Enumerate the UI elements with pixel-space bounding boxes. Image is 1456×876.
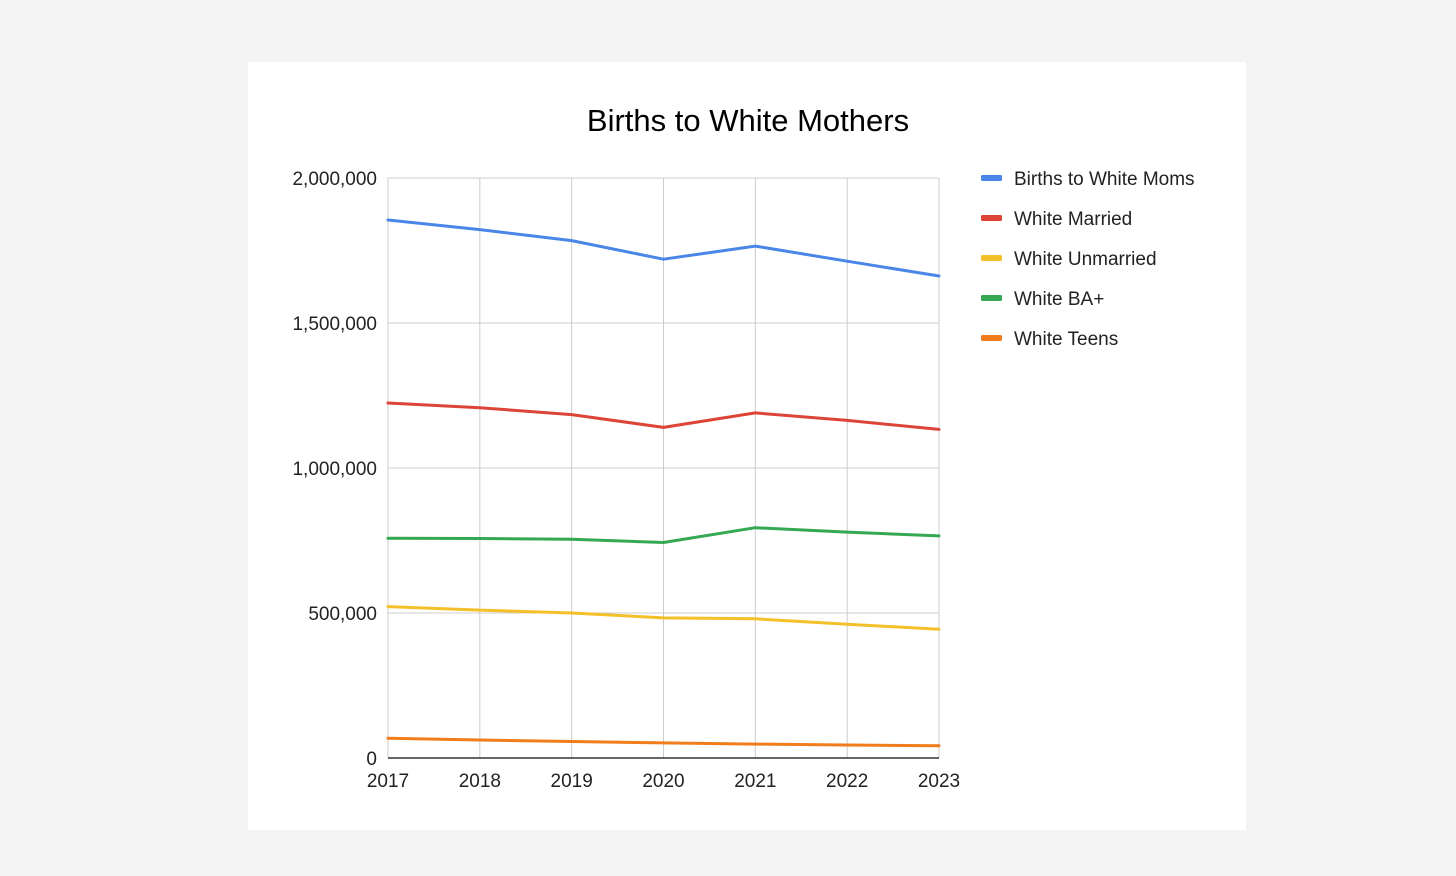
x-tick-label: 2017 [367, 771, 409, 792]
series-line [386, 401, 941, 431]
chart-title: Births to White Mothers [587, 103, 909, 138]
legend-swatch [981, 295, 1002, 301]
y-tick-label: 0 [366, 749, 377, 770]
x-tick-label: 2020 [642, 771, 684, 792]
legend-label: White Unmarried [1014, 249, 1157, 270]
series-line [386, 218, 941, 278]
legend-swatch [981, 175, 1002, 181]
chart-card [248, 62, 1246, 830]
legend-swatch [981, 255, 1002, 261]
y-tick-label: 1,500,000 [292, 314, 377, 335]
legend: Births to White Moms White Married White U… [981, 169, 1195, 350]
legend-label: White BA+ [1014, 289, 1104, 310]
legend-label: White Married [1014, 209, 1132, 230]
axes: 0 500,000 1,000,000 1,500,000 2,000,000 2017 2… [292, 169, 960, 792]
series-line [386, 526, 941, 544]
legend-swatch [981, 335, 1002, 341]
x-tick-label: 2019 [551, 771, 593, 792]
y-tick-label: 500,000 [308, 604, 377, 625]
y-tick-label: 2,000,000 [292, 169, 377, 190]
series-line [386, 736, 941, 748]
legend-swatch [981, 215, 1002, 221]
x-tick-label: 2021 [734, 771, 776, 792]
y-tick-label: 1,000,000 [292, 459, 377, 480]
series-line [386, 605, 941, 631]
grid [387, 177, 940, 759]
series-lines [386, 218, 941, 748]
x-tick-label: 2018 [459, 771, 501, 792]
legend-label: Births to White Moms [1014, 169, 1195, 190]
x-tick-label: 2022 [826, 771, 868, 792]
x-tick-label: 2023 [918, 771, 960, 792]
legend-label: White Teens [1014, 329, 1118, 350]
